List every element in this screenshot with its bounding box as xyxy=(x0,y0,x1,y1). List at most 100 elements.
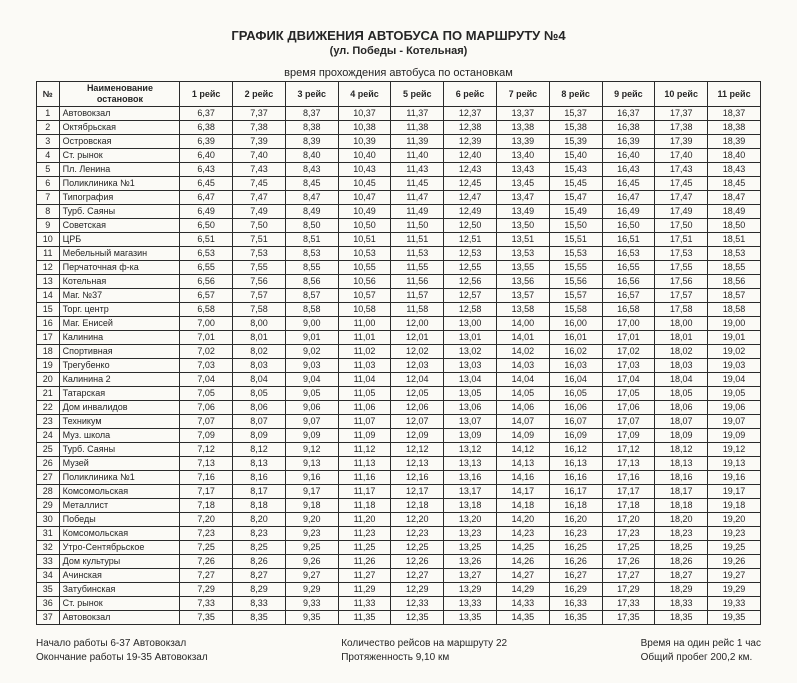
time-cell: 18,58 xyxy=(708,303,761,317)
time-cell: 17,00 xyxy=(602,317,655,331)
stop-name: Дом культуры xyxy=(59,555,180,569)
time-cell: 12,50 xyxy=(444,219,497,233)
time-cell: 8,26 xyxy=(233,555,286,569)
table-row: 19Трегубенко7,038,039,0311,0312,0313,031… xyxy=(37,359,761,373)
time-cell: 15,55 xyxy=(549,261,602,275)
time-cell: 16,04 xyxy=(549,373,602,387)
page-subtitle: (ул. Победы - Котельная) xyxy=(36,45,761,57)
time-cell: 15,58 xyxy=(549,303,602,317)
time-cell: 8,29 xyxy=(233,583,286,597)
time-cell: 8,40 xyxy=(285,149,338,163)
table-row: 10ЦРБ6,517,518,5110,5111,5112,5113,5115,… xyxy=(37,233,761,247)
time-cell: 16,27 xyxy=(549,569,602,583)
time-cell: 12,49 xyxy=(444,205,497,219)
time-cell: 13,02 xyxy=(444,345,497,359)
time-cell: 8,05 xyxy=(233,387,286,401)
time-cell: 14,13 xyxy=(496,457,549,471)
time-cell: 12,17 xyxy=(391,485,444,499)
time-cell: 7,55 xyxy=(233,261,286,275)
table-row: 15Торг. центр6,587,588,5810,5811,5812,58… xyxy=(37,303,761,317)
time-cell: 12,51 xyxy=(444,233,497,247)
table-row: 18Спортивная7,028,029,0211,0212,0213,021… xyxy=(37,345,761,359)
time-cell: 13,39 xyxy=(496,135,549,149)
time-cell: 13,09 xyxy=(444,429,497,443)
time-cell: 11,40 xyxy=(391,149,444,163)
time-cell: 10,56 xyxy=(338,275,391,289)
time-cell: 11,57 xyxy=(391,289,444,303)
time-cell: 11,53 xyxy=(391,247,444,261)
time-cell: 16,12 xyxy=(549,443,602,457)
time-cell: 7,47 xyxy=(233,191,286,205)
time-cell: 6,47 xyxy=(180,191,233,205)
time-cell: 9,02 xyxy=(285,345,338,359)
time-cell: 9,13 xyxy=(285,457,338,471)
time-cell: 17,05 xyxy=(602,387,655,401)
time-cell: 7,04 xyxy=(180,373,233,387)
time-cell: 17,27 xyxy=(602,569,655,583)
time-cell: 16,00 xyxy=(549,317,602,331)
row-number: 34 xyxy=(37,569,60,583)
row-number: 17 xyxy=(37,331,60,345)
row-number: 31 xyxy=(37,527,60,541)
time-cell: 16,58 xyxy=(602,303,655,317)
row-number: 14 xyxy=(37,289,60,303)
time-cell: 12,39 xyxy=(444,135,497,149)
time-cell: 11,16 xyxy=(338,471,391,485)
time-cell: 10,57 xyxy=(338,289,391,303)
time-cell: 12,12 xyxy=(391,443,444,457)
table-row: 5Пл. Ленина6,437,438,4310,4311,4312,4313… xyxy=(37,163,761,177)
time-cell: 16,13 xyxy=(549,457,602,471)
time-cell: 17,03 xyxy=(602,359,655,373)
time-cell: 7,07 xyxy=(180,415,233,429)
time-cell: 18,45 xyxy=(708,177,761,191)
time-cell: 7,58 xyxy=(233,303,286,317)
time-cell: 19,03 xyxy=(708,359,761,373)
time-cell: 9,12 xyxy=(285,443,338,457)
time-cell: 10,50 xyxy=(338,219,391,233)
stop-name: Музей xyxy=(59,457,180,471)
time-cell: 13,47 xyxy=(496,191,549,205)
time-cell: 18,17 xyxy=(655,485,708,499)
time-cell: 13,13 xyxy=(444,457,497,471)
time-cell: 13,40 xyxy=(496,149,549,163)
footer: Начало работы 6-37 Автовокзал Окончание … xyxy=(36,637,761,665)
time-cell: 8,38 xyxy=(285,121,338,135)
time-cell: 19,07 xyxy=(708,415,761,429)
time-cell: 18,25 xyxy=(655,541,708,555)
time-cell: 17,47 xyxy=(655,191,708,205)
time-cell: 7,49 xyxy=(233,205,286,219)
time-cell: 19,27 xyxy=(708,569,761,583)
page-subhead: время прохождения автобуса по остановкам xyxy=(36,67,761,79)
time-cell: 15,47 xyxy=(549,191,602,205)
col-header: 4 рейс xyxy=(338,82,391,107)
time-cell: 14,06 xyxy=(496,401,549,415)
time-cell: 15,50 xyxy=(549,219,602,233)
stop-name: Металлист xyxy=(59,499,180,513)
time-cell: 11,35 xyxy=(338,611,391,625)
time-cell: 16,43 xyxy=(602,163,655,177)
time-cell: 12,03 xyxy=(391,359,444,373)
time-cell: 17,17 xyxy=(602,485,655,499)
time-cell: 11,33 xyxy=(338,597,391,611)
table-row: 20Калинина 27,048,049,0411,0412,0413,041… xyxy=(37,373,761,387)
table-row: 4Ст. рынок6,407,408,4010,4011,4012,4013,… xyxy=(37,149,761,163)
time-cell: 11,49 xyxy=(391,205,444,219)
time-cell: 9,29 xyxy=(285,583,338,597)
time-cell: 7,18 xyxy=(180,499,233,513)
row-number: 35 xyxy=(37,583,60,597)
time-cell: 13,33 xyxy=(444,597,497,611)
time-cell: 10,51 xyxy=(338,233,391,247)
time-cell: 6,51 xyxy=(180,233,233,247)
time-cell: 6,57 xyxy=(180,289,233,303)
row-number: 27 xyxy=(37,471,60,485)
table-row: 23Техникум7,078,079,0711,0712,0713,0714,… xyxy=(37,415,761,429)
row-number: 7 xyxy=(37,191,60,205)
table-row: 25Турб. Саяны7,128,129,1211,1212,1213,12… xyxy=(37,443,761,457)
time-cell: 18,56 xyxy=(708,275,761,289)
stop-name: Техникум xyxy=(59,415,180,429)
time-cell: 19,13 xyxy=(708,457,761,471)
row-number: 9 xyxy=(37,219,60,233)
time-cell: 16,29 xyxy=(549,583,602,597)
time-cell: 13,03 xyxy=(444,359,497,373)
row-number: 36 xyxy=(37,597,60,611)
